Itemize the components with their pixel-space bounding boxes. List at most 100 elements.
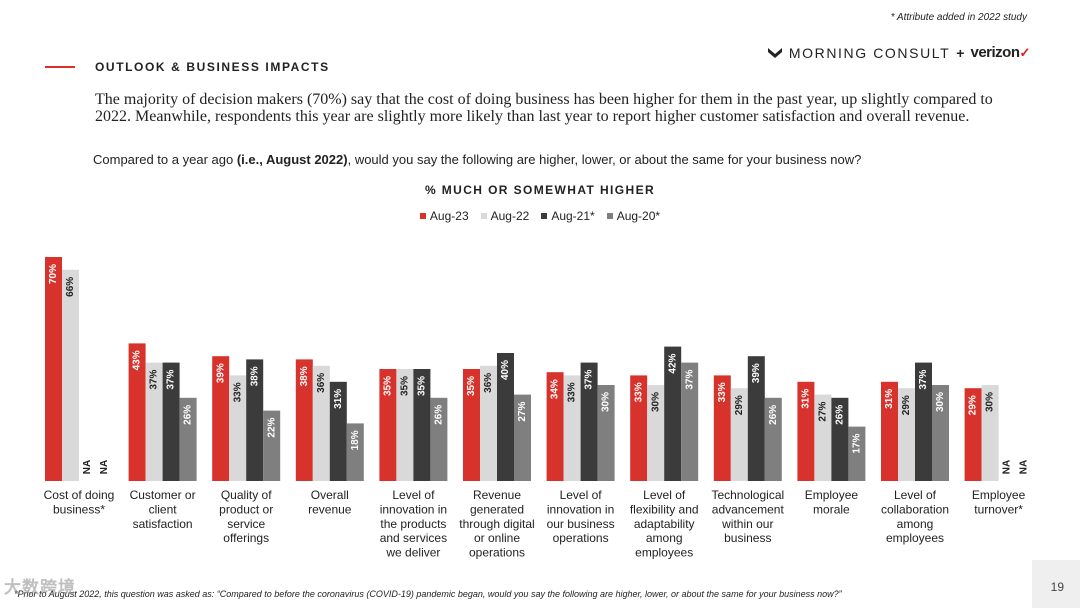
legend-item-aug22: Aug-22 — [480, 209, 530, 223]
category-label: Cost of doing business* — [44, 488, 115, 516]
bar-value-label: 26% — [768, 405, 779, 425]
bar-aug-22-10 — [898, 388, 915, 481]
morning-consult-logo-icon — [767, 47, 782, 58]
logo-partner: verizon — [970, 44, 1020, 61]
bar-aug-23-3 — [295, 359, 313, 481]
bar-aug-22-7 — [647, 385, 665, 481]
bar-aug-20-9 — [848, 426, 866, 481]
category-label: Level of innovation in the products and ser… — [380, 488, 447, 560]
bar-aug-23-2 — [212, 356, 230, 481]
bar-aug-21-5 — [497, 353, 514, 481]
footnote: *Prior to August 2022, this question was… — [14, 589, 842, 599]
bar-value-label: 26% — [835, 405, 846, 425]
bar-value-label: 31% — [884, 389, 895, 409]
bar-value-label: 30% — [601, 392, 612, 412]
category-label: Employee turnover* — [972, 488, 1026, 516]
bar-value-label: 38% — [299, 366, 310, 386]
bar-value-label: 42% — [667, 353, 678, 373]
legend-swatch — [419, 213, 426, 219]
bar-aug-23-4 — [379, 369, 397, 481]
bar-aug-22-8 — [730, 388, 748, 481]
bar-value-label: 37% — [684, 369, 695, 389]
bar-value-label: 29% — [734, 395, 745, 415]
category-label: Level of innovation in our business operati… — [547, 488, 615, 545]
legend-label: Aug-22 — [490, 209, 530, 223]
bar-aug-20-6 — [597, 385, 615, 481]
brand-logo: MORNING CONSULT + verizon ✓ — [767, 44, 1032, 61]
bar-aug-22-1 — [145, 362, 163, 481]
category-label: Level of collaboration among employees — [881, 488, 949, 545]
bar-value-label: 36% — [316, 373, 327, 393]
na-label: NA — [1002, 460, 1013, 474]
attribute-note: * Attribute added in 2022 study — [890, 12, 1027, 23]
bar-value-label: 33% — [717, 382, 728, 402]
watermark: 大数跨境 — [4, 578, 76, 597]
bar-value-label: 27% — [517, 401, 528, 421]
bar-aug-20-7 — [681, 362, 699, 481]
question-prefix: Compared to a year ago — [93, 152, 237, 167]
legend-item-aug20: Aug-20* — [606, 209, 660, 223]
na-label: NA — [99, 460, 110, 474]
bar-aug-23-11 — [964, 388, 982, 481]
bar-value-label: 39% — [215, 363, 226, 383]
bar-value-label: 34% — [550, 379, 561, 399]
bar-value-label: 22% — [266, 417, 277, 437]
question-emphasis: (i.e., August 2022) — [236, 152, 348, 167]
bar-value-label: 36% — [483, 373, 494, 393]
headline: The majority of decision makers (70%) sa… — [95, 91, 993, 125]
legend-label: Aug-21* — [551, 209, 595, 223]
category-label: Quality of product or service offerings — [219, 488, 273, 545]
na-label: NA — [82, 460, 93, 474]
bar-aug-21-8 — [747, 356, 765, 481]
bar-value-label: 66% — [65, 277, 76, 297]
legend-swatch — [541, 213, 548, 219]
bar-value-label: 35% — [417, 376, 428, 396]
bar-value-label: 17% — [852, 433, 863, 453]
bar-aug-20-5 — [514, 394, 531, 481]
bar-aug-20-8 — [764, 397, 782, 481]
chart-title: % MUCH OR SOMEWHAT HIGHER — [424, 183, 656, 197]
category-label: Customer or client satisfaction — [130, 488, 196, 531]
category-label: Overall revenue — [308, 488, 352, 516]
bar-aug-22-6 — [563, 375, 581, 481]
bar-aug-20-3 — [346, 423, 364, 481]
category-label: Employee morale — [805, 488, 859, 516]
bar-aug-21-6 — [580, 362, 598, 481]
bar-aug-22-9 — [814, 394, 832, 481]
legend-label: Aug-23 — [429, 209, 469, 223]
bar-aug-22-5 — [480, 365, 497, 481]
bar-aug-22-2 — [229, 375, 247, 481]
verizon-check-icon: ✓ — [1019, 44, 1032, 60]
bar-aug-20-1 — [179, 397, 197, 481]
logo-plus: + — [956, 44, 965, 61]
bar-value-label: 27% — [818, 401, 829, 421]
bar-value-label: 29% — [901, 395, 912, 415]
bar-aug-20-2 — [263, 410, 281, 481]
bar-aug-21-2 — [246, 359, 264, 481]
bar-aug-21-7 — [664, 346, 682, 481]
legend-swatch — [606, 213, 613, 219]
bar-value-label: 30% — [935, 392, 946, 412]
legend-item-aug23: Aug-23 — [419, 209, 469, 223]
bar-value-label: 31% — [333, 389, 344, 409]
bar-value-label: 40% — [500, 360, 511, 380]
bar-value-label: 35% — [466, 376, 477, 396]
bar-value-label: 26% — [183, 405, 194, 425]
bar-aug-21-9 — [831, 397, 849, 481]
category-label: Technological advancement within our busine… — [711, 488, 784, 545]
legend-item-aug21: Aug-21* — [541, 209, 595, 223]
chart-legend: Aug-23 Aug-22 Aug-21* Aug-20* — [0, 209, 1080, 223]
bar-aug-23-0 — [45, 257, 62, 481]
bar-aug-23-8 — [713, 375, 731, 481]
bar-aug-20-10 — [932, 385, 949, 481]
bar-value-label: 37% — [166, 369, 177, 389]
bar-aug-22-11 — [981, 385, 999, 481]
bar-value-label: 37% — [584, 369, 595, 389]
bar-value-label: 29% — [968, 395, 979, 415]
bar-value-label: 70% — [48, 264, 59, 284]
bar-value-label: 37% — [918, 369, 929, 389]
page-number-box — [1032, 560, 1080, 608]
logo-brand: MORNING CONSULT — [788, 44, 951, 61]
page-number: 19 — [1050, 580, 1064, 594]
